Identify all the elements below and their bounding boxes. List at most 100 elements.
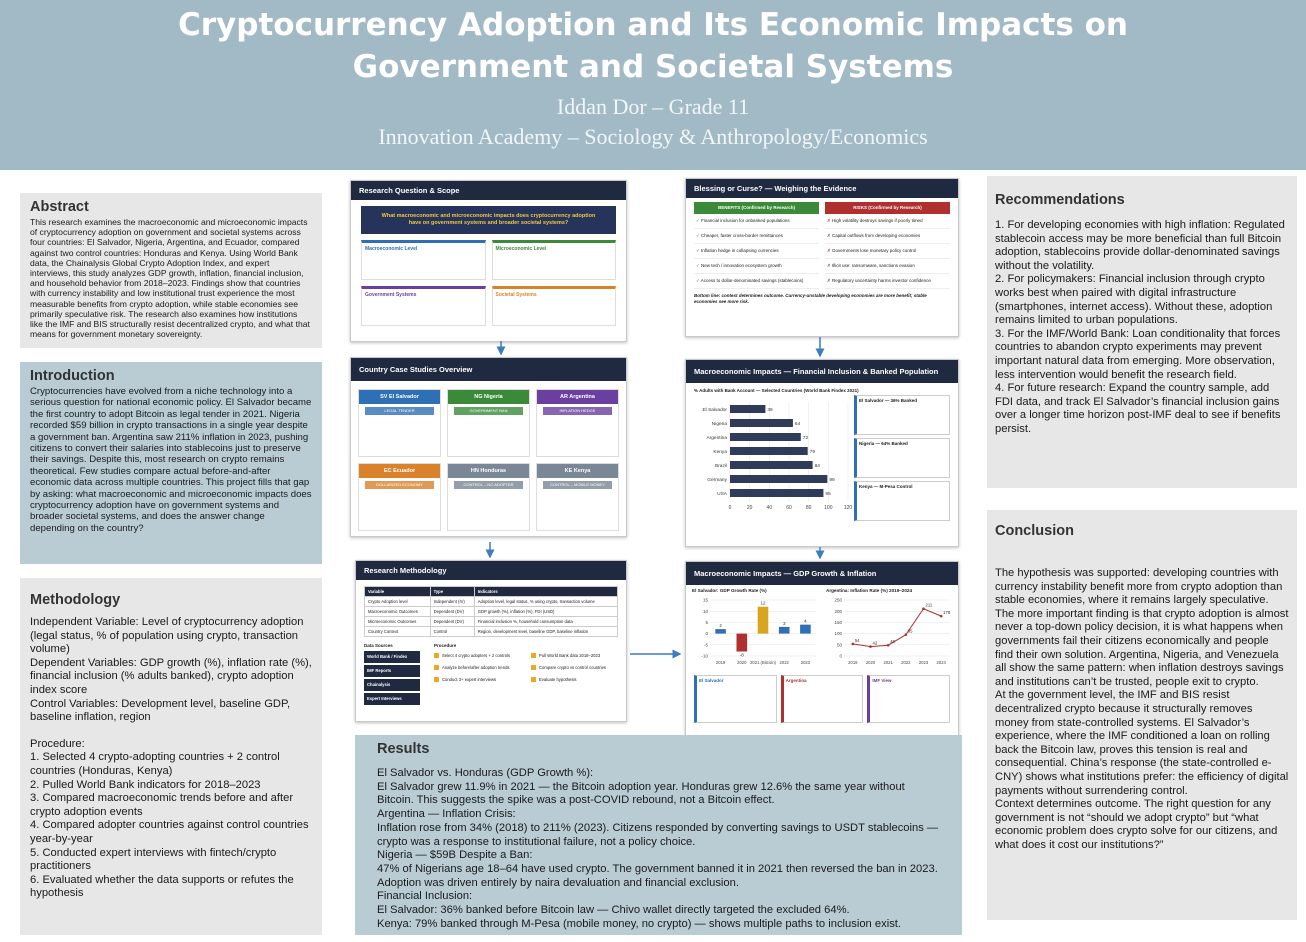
conclusion-text: The hypothesis was supported: developing… xyxy=(995,567,1289,852)
method-procedure: Procedure Select 4 crypto adopters + 2 c… xyxy=(434,643,618,707)
results: Results El Salvador vs. Honduras (GDP Gr… xyxy=(355,735,962,935)
procedure-heading: Procedure: xyxy=(30,737,85,750)
country-tag: CONTROL – NO ADOPTER xyxy=(454,481,523,489)
x-tick-label: 2020 xyxy=(737,660,747,665)
heading: Conclusion xyxy=(995,523,1074,539)
sources-heading: Data Sources xyxy=(364,643,393,648)
value-label: 42 xyxy=(873,641,878,646)
y-tick-label: 0 xyxy=(705,631,708,636)
notes: El Salvador — 36% Banked Nigeria — 64% Ba… xyxy=(854,392,950,524)
value-label: 4 xyxy=(804,619,807,624)
list-item: Dependent Variables: GDP growth (%), inf… xyxy=(30,656,312,696)
table-row: Macroeconomic Outcomes Dependent (DV) GDP … xyxy=(364,606,619,617)
table-cell: Country Context xyxy=(364,626,431,637)
value-label: 72 xyxy=(803,435,809,441)
list-item: El Salvador: 36% banked before Bitcoin l… xyxy=(377,904,850,917)
list-item: Nigeria — $59B Despite a Ban: xyxy=(377,849,533,862)
table-cell: Microeconomic Outcomes xyxy=(364,616,431,627)
list-item: 5. Conducted expert interviews with fint… xyxy=(30,846,277,873)
y-tick-label: -10 xyxy=(701,654,708,659)
category-label: Kenya xyxy=(713,449,727,455)
bottom-line: Bottom line: context determines outcome.… xyxy=(694,293,927,304)
variable-table: Variable Type Indicators Crypto Adoption le… xyxy=(364,586,619,637)
notes: El Salvador Argentina IMF View xyxy=(694,672,950,726)
procedure-heading: Procedure xyxy=(434,643,457,648)
y-tick-label: 150 xyxy=(834,620,842,625)
x-tick-label: 2019 xyxy=(848,660,858,665)
list-item: Kenya: 79% banked through M-Pesa (mobile… xyxy=(377,917,901,930)
heading: Abstract xyxy=(30,199,89,215)
table-row: Microeconomic Outcomes Dependent (DV) Fina… xyxy=(364,616,619,627)
country-card: SV El Salvador LEGAL TENDER xyxy=(358,389,441,457)
bar xyxy=(757,606,769,634)
list-item: 2. For policymakers: Financial inclusion… xyxy=(995,273,1273,327)
note: Nigeria — 64% Banked xyxy=(854,438,950,478)
x-tick-label: 100 xyxy=(824,505,833,511)
procedure: 1. Selected 4 crypto-adopting countries … xyxy=(30,751,312,901)
value-label: 99 xyxy=(829,477,835,483)
risks-heading: RISKS (Confirmed by Research) xyxy=(825,202,950,214)
category-label: Brazil xyxy=(715,463,727,469)
header: Cryptocurrency Adoption and Its Economic… xyxy=(0,0,1306,170)
list-item: Cheaper, faster cross-border remittances xyxy=(694,229,819,244)
table-row: Crypto Adoption level Independent (IV) Ado… xyxy=(364,596,619,607)
list-item: 4. For future research: Expand the count… xyxy=(995,382,1281,435)
list-item: Evaluate hypothesis xyxy=(531,677,618,683)
x-tick-label: 2022 xyxy=(780,660,790,665)
category-label: USA xyxy=(717,491,728,497)
list-item: Context determines outcome. The right qu… xyxy=(995,798,1278,851)
x-tick-label: 2020 xyxy=(866,660,876,665)
table-row: Country Context Control Region, developmen… xyxy=(364,626,619,637)
figure-financial-inclusion: Macroeconomic Impacts — Financial Inclus… xyxy=(685,359,959,547)
y-tick-label: 10 xyxy=(703,609,709,614)
recommendations: Recommendations 1. For developing econom… xyxy=(987,176,1297,488)
benefits-heading: BENEFITS (Confirmed by Research) xyxy=(694,202,819,214)
list-item: Governments lose monetary policy control xyxy=(825,244,950,259)
country-name: HN Honduras xyxy=(448,464,529,478)
procedure-list: Select 4 crypto adopters + 2 controls Pul… xyxy=(434,651,618,685)
figure-title: Macroeconomic Impacts — Financial Inclus… xyxy=(686,360,958,383)
list-item: 4. Compared adopter countries against co… xyxy=(30,819,309,845)
results-text: El Salvador vs. Honduras (GDP Growth %):… xyxy=(377,767,940,931)
value-label: 95 xyxy=(825,491,831,497)
gdp-chart: El Salvador: GDP Growth Rate (%) -10 -5 0 5 1… xyxy=(692,588,816,665)
list-item: At the government level, the IMF and BIS… xyxy=(995,689,1289,797)
list-item: 3. For the IMF/World Bank: Loan conditio… xyxy=(995,327,1281,381)
figure-title: Research Methodology xyxy=(356,561,626,580)
list-item: Select 4 crypto adopters + 2 controls xyxy=(434,653,521,659)
bar xyxy=(715,629,726,634)
table-cell: GDP growth (%), inflation (%), FDI (USD) xyxy=(473,606,619,617)
country-name: SV El Salvador xyxy=(359,390,440,404)
introduction: Introduction Cryptocurrencies have evolv… xyxy=(20,362,322,564)
bar xyxy=(730,433,801,441)
x-tick-label: 2024 xyxy=(937,660,947,665)
methodology: Methodology Independent Variable: Level … xyxy=(20,578,322,935)
x-tick-label: 2019 xyxy=(716,660,726,665)
scope-box: Microeconomic Level xyxy=(491,240,616,280)
table-cell: Control xyxy=(429,626,475,637)
bar xyxy=(730,461,813,469)
figure-title: Macroeconomic Impacts — GDP Growth & Inf… xyxy=(686,562,958,585)
value-label: 36 xyxy=(767,407,773,413)
figure-research-question: Research Question & Scope What macroecon… xyxy=(350,180,627,342)
risks-list: High volatility destroys savings if poor… xyxy=(825,214,950,289)
value-label: 3 xyxy=(783,621,786,626)
country-name: NG Nigeria xyxy=(448,390,529,404)
x-tick-label: 2023 xyxy=(801,660,811,665)
point xyxy=(869,645,872,648)
value-label: 54 xyxy=(855,638,860,643)
scope-box: Macroeconomic Level xyxy=(361,240,486,280)
note: El Salvador xyxy=(694,675,777,723)
x-tick-label: 40 xyxy=(767,505,773,511)
value-label: 79 xyxy=(810,449,816,455)
bar xyxy=(730,419,793,427)
x-tick-label: 2023 xyxy=(919,660,929,665)
country-tag: CONTROL – MOBILE MONEY xyxy=(543,481,612,489)
value-label: 64 xyxy=(795,421,801,427)
poster-title: Cryptocurrency Adoption and Its Economic… xyxy=(178,7,1128,85)
table-cell: Dependent (DV) xyxy=(429,606,475,617)
note: IMF View xyxy=(867,675,950,723)
affiliation: Innovation Academy – Sociology & Anthrop… xyxy=(378,124,928,149)
list-item: 47% of Nigerians age 18–64 have used cry… xyxy=(377,862,938,889)
